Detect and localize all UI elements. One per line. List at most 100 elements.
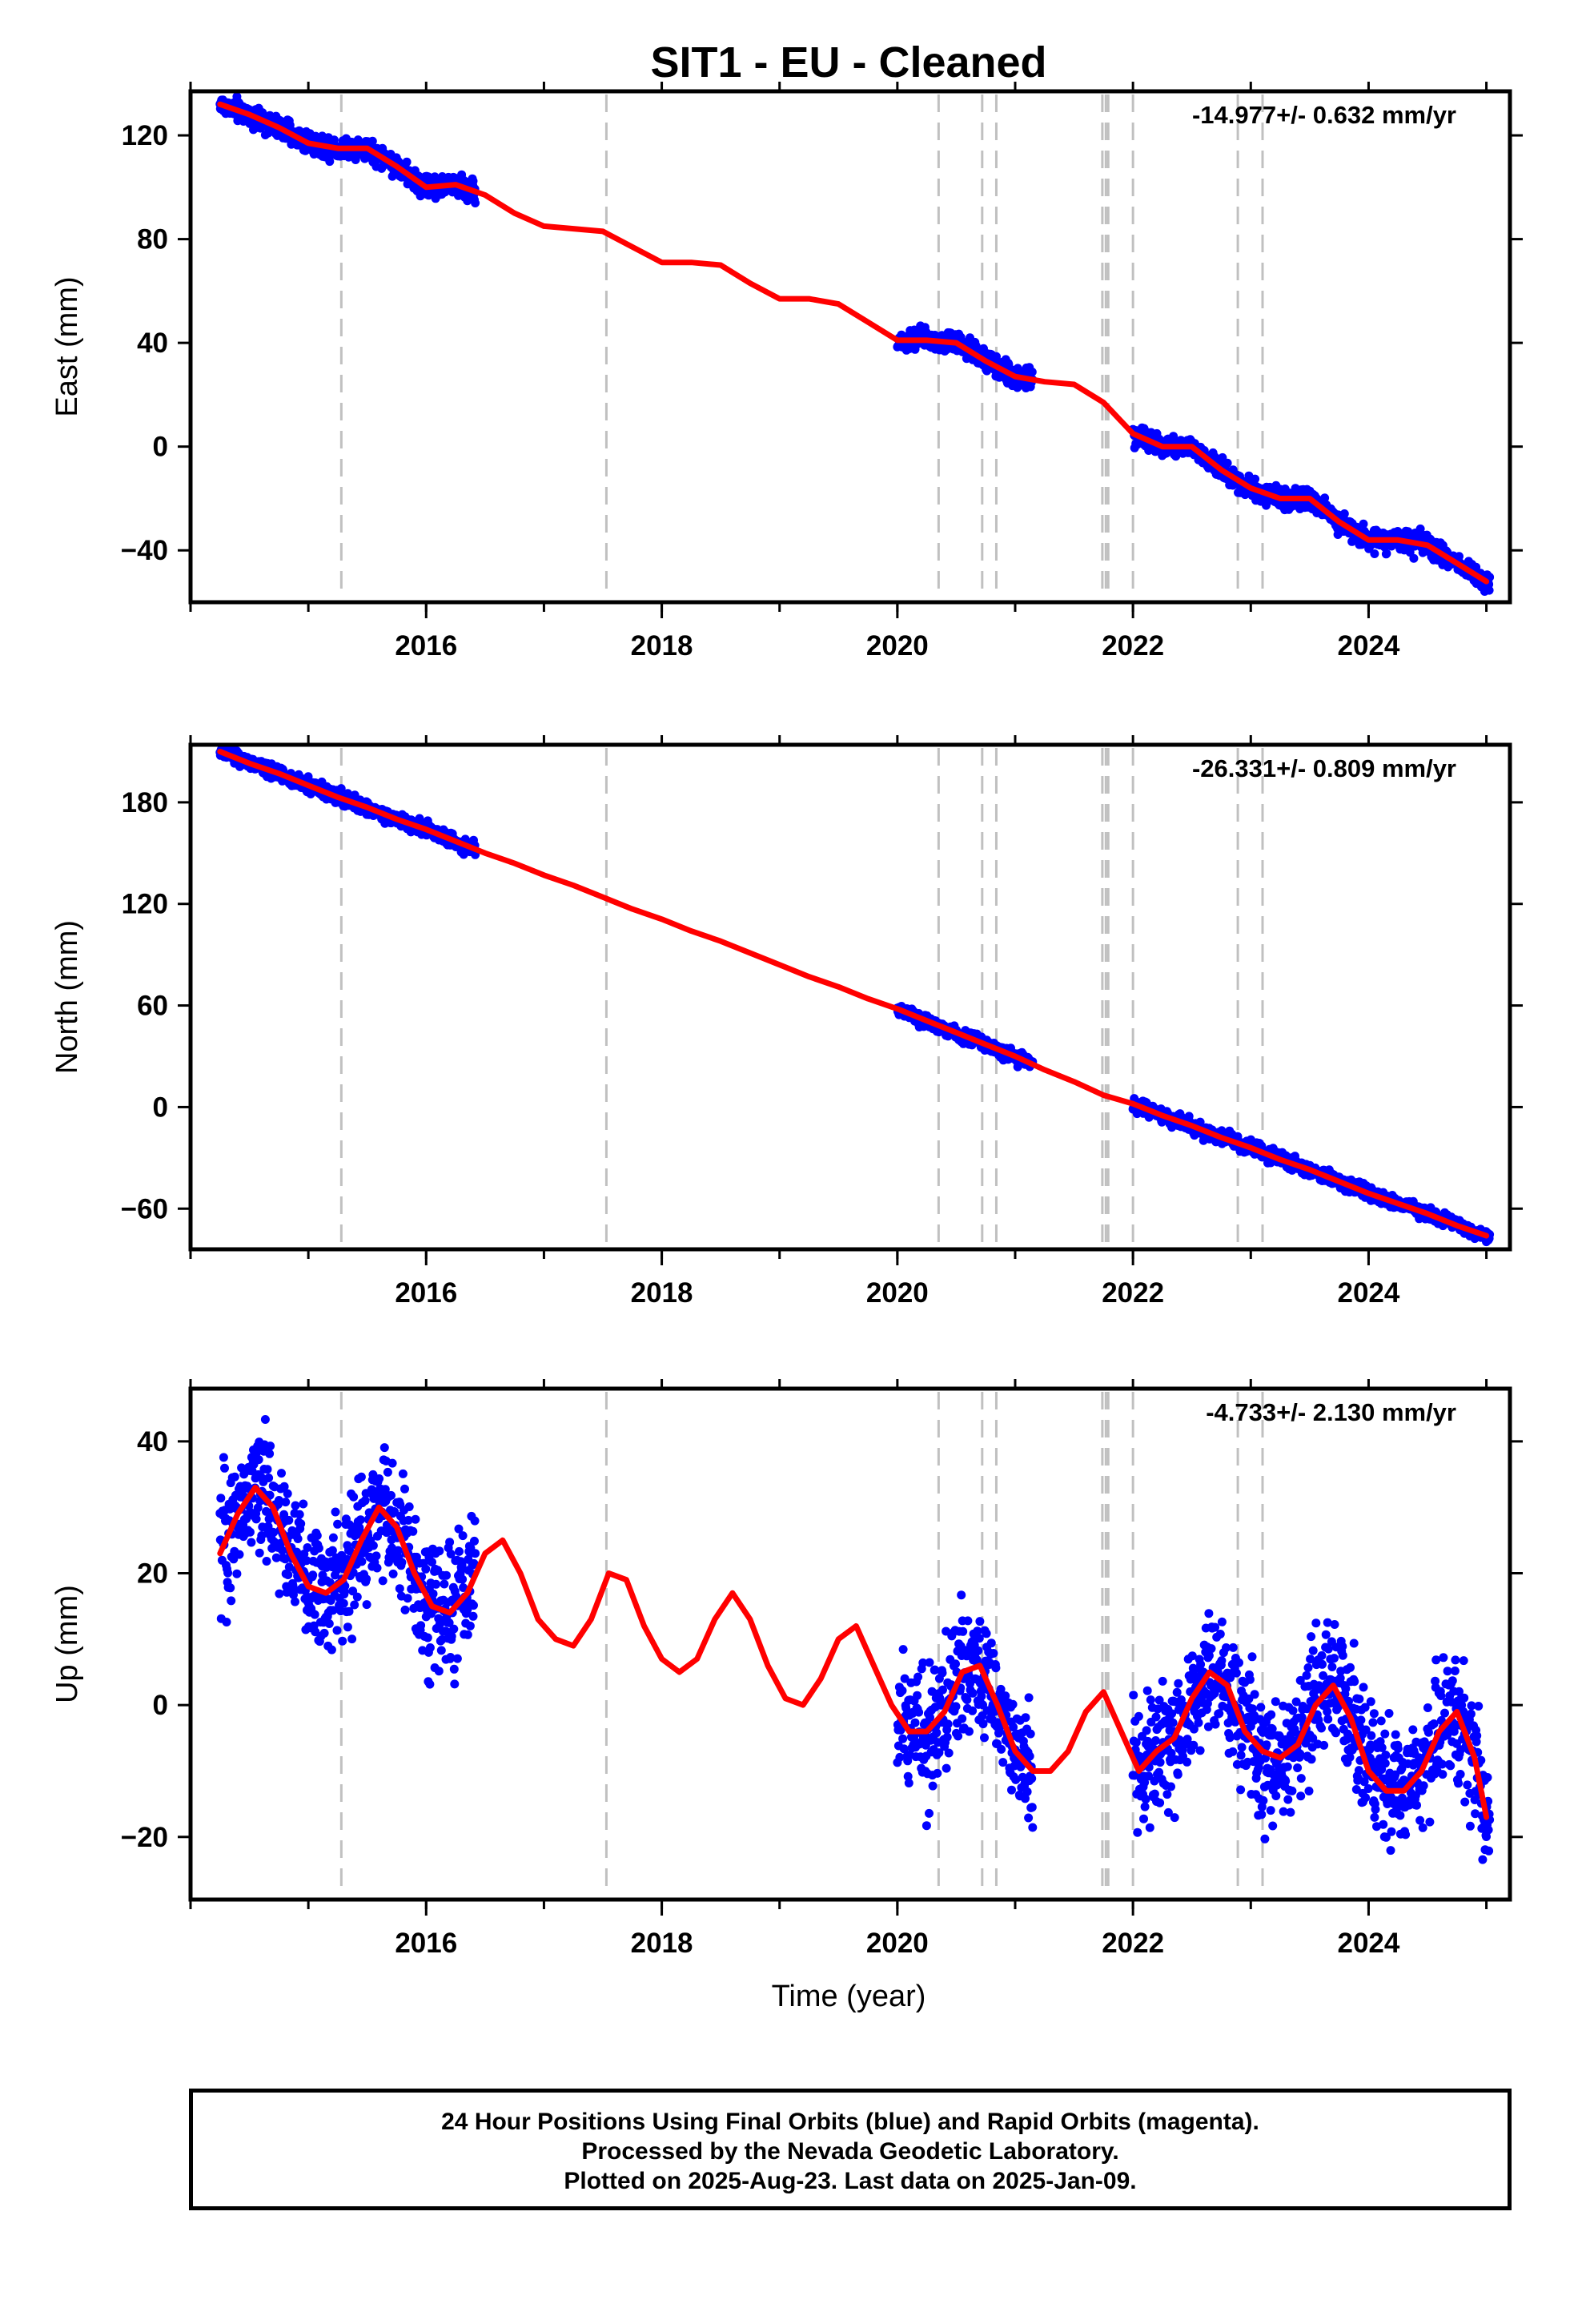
data-point: [913, 1691, 922, 1700]
data-point: [312, 1531, 322, 1540]
data-point: [375, 1474, 384, 1483]
data-point: [296, 1519, 306, 1529]
data-point: [395, 1584, 404, 1594]
data-point: [468, 1611, 478, 1621]
data-point: [1251, 474, 1260, 484]
data-point: [308, 1570, 318, 1580]
rate-annotation: -26.331+/- 0.809 mm/yr: [1192, 754, 1456, 782]
data-point: [434, 1667, 444, 1676]
data-point: [397, 1558, 407, 1567]
x-tick-label: 2022: [1102, 630, 1164, 661]
data-point: [223, 1568, 233, 1578]
data-point: [230, 1472, 239, 1482]
data-point: [400, 1605, 410, 1614]
data-point: [1025, 1751, 1034, 1761]
data-point: [435, 1546, 444, 1556]
data-point: [400, 1484, 409, 1494]
data-point: [1235, 1658, 1243, 1667]
data-point: [404, 1502, 414, 1511]
data-point: [251, 1514, 261, 1524]
data-point: [332, 1626, 342, 1635]
data-point: [1211, 1719, 1220, 1729]
data-point: [943, 1719, 953, 1729]
data-point: [1339, 509, 1349, 518]
data-point: [1382, 549, 1391, 558]
data-point: [416, 1621, 426, 1630]
data-point: [932, 1728, 942, 1738]
data-point: [265, 1449, 275, 1458]
data-point: [986, 1638, 996, 1648]
data-point: [910, 1718, 920, 1727]
data-point: [933, 1768, 942, 1778]
data-point: [349, 1492, 359, 1502]
data-point: [425, 1643, 435, 1652]
y-tick-label: −60: [121, 1193, 168, 1224]
data-point: [452, 1654, 462, 1663]
data-point: [921, 1821, 931, 1831]
data-point: [423, 1633, 432, 1642]
data-point: [226, 1583, 235, 1593]
data-point: [1409, 553, 1419, 563]
data-point: [387, 1490, 396, 1500]
data-point: [1223, 458, 1232, 468]
data-point: [1174, 1679, 1183, 1688]
y-tick-label: −40: [121, 535, 168, 566]
data-point: [338, 1636, 347, 1646]
data-point: [997, 1744, 1006, 1754]
data-point: [445, 1538, 455, 1547]
data-point: [958, 1626, 968, 1636]
data-point: [1231, 1668, 1241, 1678]
data-point: [383, 1467, 392, 1477]
x-tick-label: 2020: [866, 630, 929, 661]
y-tick-label: 0: [153, 1092, 168, 1123]
data-point: [222, 1618, 231, 1626]
data-point: [1168, 1718, 1178, 1727]
data-point: [1170, 1813, 1179, 1823]
data-point: [1320, 493, 1330, 503]
data-point: [291, 1501, 300, 1510]
data-point: [1146, 1695, 1155, 1705]
data-point: [458, 1531, 468, 1541]
data-point: [299, 1499, 308, 1509]
data-point: [449, 1664, 459, 1674]
data-point: [293, 1534, 303, 1543]
data-point: [421, 1564, 431, 1574]
data-point: [1194, 1718, 1203, 1727]
data-point: [425, 1679, 435, 1689]
data-point: [1024, 1693, 1034, 1703]
data-point: [262, 1557, 271, 1566]
data-point: [977, 1691, 986, 1701]
data-point: [220, 1463, 229, 1473]
data-point: [1204, 1609, 1214, 1618]
data-point: [327, 1645, 336, 1655]
data-point: [951, 1659, 960, 1669]
data-point: [1370, 549, 1379, 558]
rate-annotation: -14.977+/- 0.632 mm/yr: [1192, 101, 1456, 129]
y-tick-label: 180: [122, 787, 168, 818]
data-point: [1237, 1743, 1247, 1752]
data-point: [284, 1515, 294, 1525]
data-point: [1141, 1795, 1150, 1804]
data-point: [1150, 1789, 1159, 1799]
data-point: [368, 1541, 378, 1550]
y-tick-label: 120: [122, 120, 168, 151]
x-tick-label: 2018: [631, 630, 693, 661]
data-point: [447, 1631, 456, 1641]
y-tick-label: 60: [137, 991, 168, 1022]
data-point: [216, 1494, 226, 1503]
data-point: [398, 1469, 408, 1478]
data-point: [471, 199, 480, 207]
data-point: [898, 1734, 908, 1743]
data-point: [357, 1557, 367, 1566]
data-point: [1142, 1726, 1151, 1735]
data-point: [455, 1546, 464, 1556]
data-point: [991, 1663, 1001, 1673]
data-point: [968, 1706, 978, 1715]
data-point: [371, 1551, 381, 1561]
data-point: [266, 1441, 275, 1451]
x-tick-label: 2016: [395, 630, 457, 661]
y-axis-label: East (mm): [50, 276, 84, 416]
